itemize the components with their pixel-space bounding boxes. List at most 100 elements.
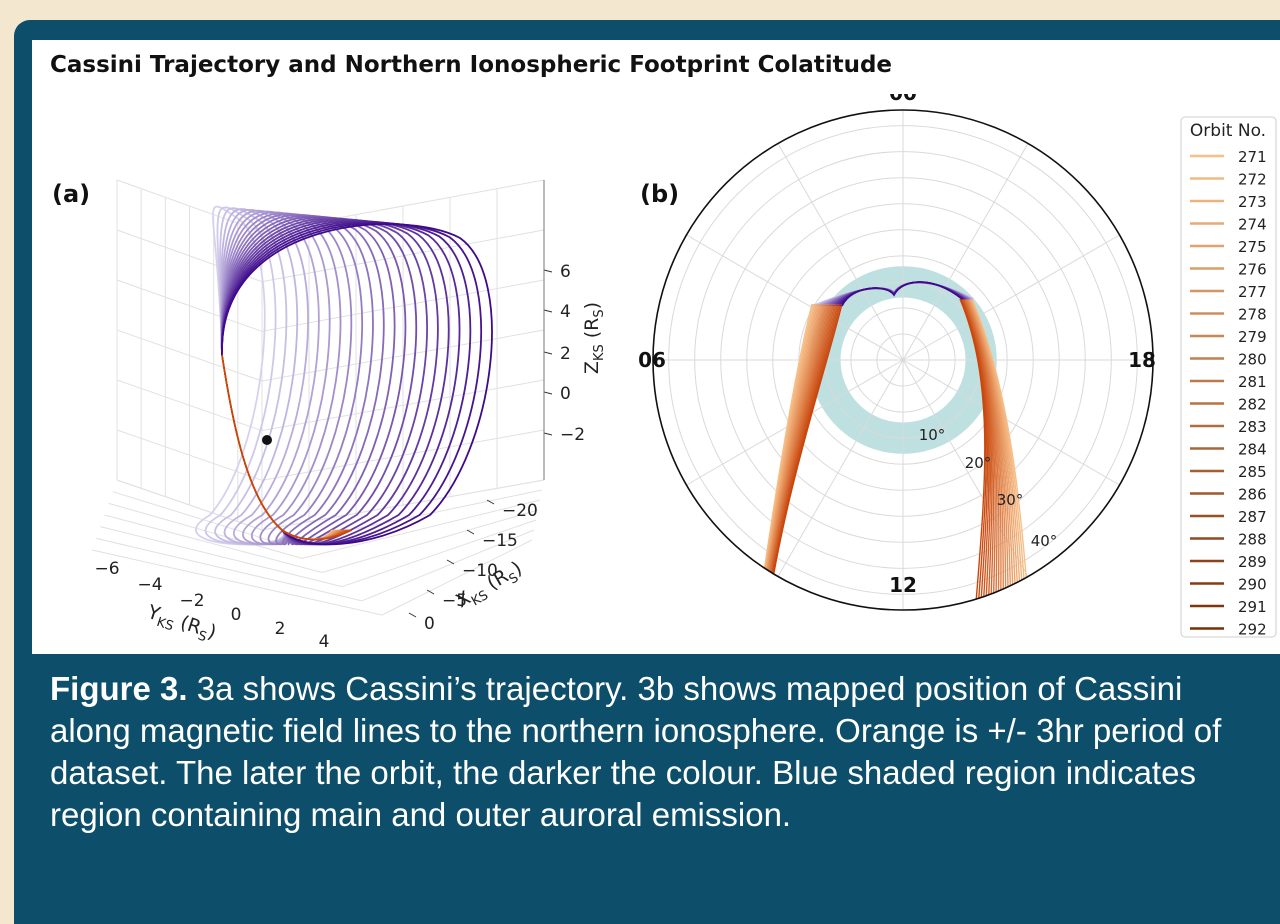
caption-label: Figure 3. [50,670,188,707]
legend-entry-label: 276 [1238,261,1267,279]
local-time-grid-line [777,143,904,361]
figure-title: Cassini Trajectory and Northern Ionosphe… [50,52,893,78]
orbit-curve [220,210,331,546]
x-tick [466,529,475,535]
y-tick-label: 2 [275,619,286,639]
grid-line [261,229,545,283]
colatitude-labels: 10° 20° 30° 40° [919,426,1058,550]
grid-line [301,499,541,559]
zlabel: ZKS (RS) [581,302,607,374]
orbit-curve [221,222,482,546]
pane-grid [91,179,545,616]
legend-entry-label: 273 [1238,193,1267,211]
legend-entry-label: 283 [1238,418,1267,436]
colatitude-label: 40° [1031,532,1058,550]
z-tick [543,432,553,436]
colatitude-label: 20° [965,454,992,472]
y-tick-label: −6 [94,559,119,579]
orbit-curve [221,212,353,546]
local-time-grid-line [902,359,1120,486]
y-tick-label: 4 [319,632,330,650]
grid-line [281,489,543,545]
legend-entry-label: 284 [1238,441,1267,459]
z-tick-label: 4 [560,302,571,322]
legend-entry-label: 271 [1238,148,1267,166]
legend-entry-label: 288 [1238,531,1267,549]
grid-line [261,379,545,432]
grid-line [321,509,539,573]
colatitude-label: 10° [919,426,946,444]
grid-line [116,429,263,481]
grid-line [341,519,537,588]
grid-line [261,279,545,332]
orbit-curve [220,209,309,546]
legend-entry-label: 282 [1238,396,1267,414]
legend-entry-label: 280 [1238,351,1267,369]
auroral-emission-band [809,266,997,454]
z-tick-label: 0 [560,384,571,404]
legend-entries: 271 272 273 274 275 276 277 278 279 280 281 282 283 2… [1190,148,1267,639]
orbit-curve [220,208,299,546]
orbit-curves [195,205,493,546]
legend-entry-label: 289 [1238,553,1267,571]
x-tick [486,499,495,505]
figure-panel: Cassini Trajectory and Northern Ionosphe… [32,40,1280,654]
orbit-curve [221,219,450,546]
grid-line [100,526,343,588]
orbit-curve [220,209,320,546]
legend-entry-label: 287 [1238,508,1267,526]
orbit-curve [221,217,418,546]
panel-label-b: (b) [640,180,679,208]
grid-line [361,529,535,602]
legend-entry-label: 290 [1238,576,1267,594]
y-tick-label: −4 [137,575,162,595]
lt-label-12: 12 [889,573,917,597]
caption-text: 3a shows Cassini’s trajectory. 3b shows … [50,670,1222,833]
legend-entry-label: 277 [1238,283,1267,301]
x-tick [426,589,435,595]
legend: Orbit No. 271 272 273 274 275 276 277 278 279 280… [1180,116,1277,639]
legend-entry-label: 291 [1238,598,1267,616]
footprint-polar-plot: (b) 00 06 12 18 10° 20° 30° 40° [638,94,1156,611]
local-time-grid-line [777,359,904,577]
legend-entry-label: 275 [1238,238,1267,256]
orbit-window-segment [221,354,353,541]
lt-label-06: 06 [638,348,666,372]
x-tick-label: −10 [462,561,498,581]
x-tick-label: −20 [502,501,538,521]
x-tick [446,559,455,565]
legend-entry-label: 286 [1238,486,1267,504]
z-tick [543,269,553,273]
panel-label-a: (a) [52,180,90,208]
legend-entry-label: 274 [1238,216,1267,234]
polar-grid [653,110,1153,610]
grid-line [96,537,363,602]
grid-line [91,549,383,616]
x-tick-label: 0 [424,614,435,634]
orbit-curve [221,213,363,546]
legend-entry-label: 292 [1238,621,1267,639]
grid-line [381,539,533,616]
local-time-grid-line [686,234,904,361]
grid-line [261,479,545,531]
grid-line [116,279,263,332]
z-tick [543,391,553,395]
lt-label-00: 00 [889,94,917,105]
footprint-curve-noon-arc [841,281,963,307]
x-tick [408,612,417,618]
orbit-curve [221,221,472,546]
lt-label-18: 18 [1128,348,1156,372]
legend-entry-label: 285 [1238,463,1267,481]
orbit-curve [220,211,342,546]
x-tick-label: −5 [442,591,467,611]
grid-line [116,479,263,531]
cassini-position-marker [262,435,272,445]
z-tick [543,351,553,355]
x-tick-label: −15 [482,531,518,551]
z-tick-label: 6 [560,262,571,282]
orbit-curve [221,223,493,546]
grid-line [116,379,263,432]
local-time-grid-line [902,143,1029,361]
